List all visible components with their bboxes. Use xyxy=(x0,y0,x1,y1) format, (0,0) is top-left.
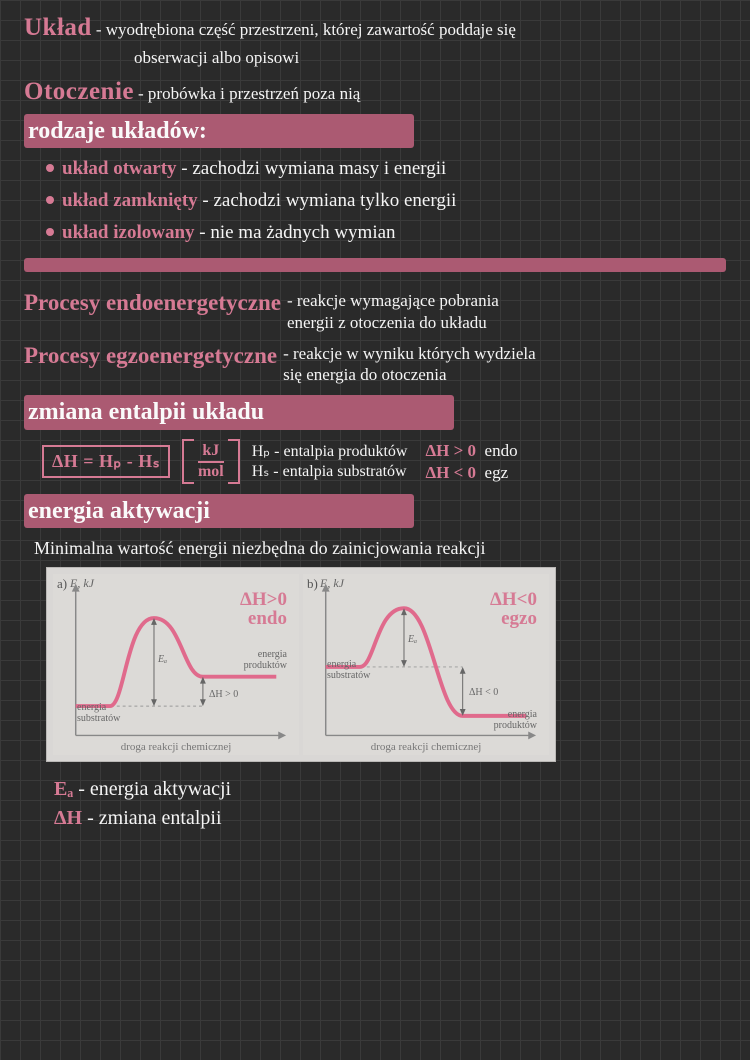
legend: Eₐ - energia aktywacji ΔH - zmiana ental… xyxy=(54,778,726,830)
proc-egzo: Procesy egzoenergetyczne - reakcje w wyn… xyxy=(24,343,726,386)
panel-a: a) E, kJ ΔH>0 endo Eₐ energia xyxy=(53,574,299,755)
panel-a-overlay: ΔH>0 endo xyxy=(240,590,287,628)
enth-cond: ΔH > 0 endo ΔH < 0 egz xyxy=(425,440,517,484)
def-uklad-line2: obserwacji albo opisowi xyxy=(24,48,726,68)
bullet-dot-icon xyxy=(46,196,54,204)
bullet-dot-icon xyxy=(46,228,54,236)
legend-dh: ΔH - zmiana entalpii xyxy=(54,807,726,830)
divider-1 xyxy=(24,258,726,272)
enthalpy-formula-row: ΔH = Hₚ - Hₛ kJ mol Hₚ - entalpia produk… xyxy=(42,440,726,484)
panel-b-overlay: ΔH<0 egzo xyxy=(490,590,537,628)
bullet-2: układ izolowany - nie ma żadnych wymian xyxy=(24,222,726,244)
enth-explain: Hₚ - entalpia produktów Hₛ - entalpia su… xyxy=(252,442,408,482)
energy-diagram: a) E, kJ ΔH>0 endo Eₐ energia xyxy=(46,567,556,762)
unit-box: kJ mol xyxy=(188,443,234,480)
proc-endo-label: Procesy endoenergetyczne xyxy=(24,290,281,316)
formula-box: ΔH = Hₚ - Hₛ xyxy=(42,445,170,478)
def-uklad-text: - wyodrębiona część przestrzeni, której … xyxy=(96,20,516,39)
bullets-list: układ otwarty - zachodzi wymiana masy i … xyxy=(24,158,726,244)
bullet-1: układ zamknięty - zachodzi wymiana tylko… xyxy=(24,190,726,212)
heading-rodzaje: rodzaje układów: xyxy=(24,114,414,148)
heading-energia: energia aktywacji xyxy=(24,494,414,528)
proc-egzo-label: Procesy egzoenergetyczne xyxy=(24,343,277,369)
def-uklad: Układ - wyodrębiona część przestrzeni, k… xyxy=(24,14,726,42)
def-otoczenie-text: - probówka i przestrzeń poza nią xyxy=(138,84,360,103)
term-uklad: Układ xyxy=(24,14,92,41)
panel-b: b) E, kJ ΔH<0 egzo Eₐ energia xyxy=(303,574,549,755)
bullet-dot-icon xyxy=(46,164,54,172)
min-text: Minimalna wartość energii niezbędna do z… xyxy=(34,538,726,559)
def-otoczenie: Otoczenie - probówka i przestrzeń poza n… xyxy=(24,78,726,106)
legend-ea: Eₐ - energia aktywacji xyxy=(54,778,726,801)
term-otoczenie: Otoczenie xyxy=(24,78,134,105)
heading-entalpia: zmiana entalpii układu xyxy=(24,395,454,429)
proc-egzo-def: - reakcje w wyniku których wydziela się … xyxy=(283,343,536,386)
proc-endo: Procesy endoenergetyczne - reakcje wymag… xyxy=(24,290,726,333)
proc-endo-def: - reakcje wymagające pobrania energii z … xyxy=(287,290,499,333)
bullet-0: układ otwarty - zachodzi wymiana masy i … xyxy=(24,158,726,180)
notes-page: Układ - wyodrębiona część przestrzeni, k… xyxy=(0,0,750,830)
